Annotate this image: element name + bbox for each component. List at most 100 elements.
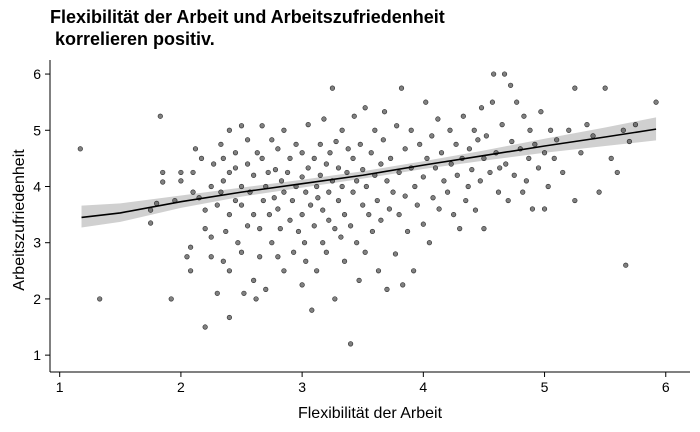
- data-point: [275, 146, 281, 152]
- data-point: [269, 240, 275, 246]
- data-point: [444, 189, 451, 195]
- data-point: [275, 254, 281, 260]
- data-point: [408, 127, 414, 133]
- data-point: [341, 211, 348, 218]
- y-tick-label: 3: [33, 235, 41, 251]
- data-point: [275, 206, 281, 212]
- data-point: [321, 116, 327, 122]
- data-point: [483, 133, 489, 139]
- data-point: [272, 167, 279, 173]
- data-point: [326, 189, 332, 195]
- data-point: [295, 228, 302, 235]
- data-point: [527, 127, 533, 133]
- data-point: [202, 226, 208, 232]
- data-point: [269, 137, 275, 143]
- y-tick-label: 1: [33, 347, 41, 363]
- data-point: [226, 268, 232, 274]
- data-point: [463, 197, 469, 204]
- data-point: [333, 138, 339, 145]
- data-point: [491, 71, 497, 77]
- data-point: [253, 296, 259, 302]
- data-point: [529, 206, 536, 212]
- data-point: [232, 150, 239, 156]
- data-point: [481, 226, 487, 232]
- data-point: [344, 169, 350, 176]
- data-point: [460, 113, 466, 119]
- data-point: [303, 258, 309, 264]
- data-point: [168, 296, 174, 302]
- data-point: [338, 234, 344, 240]
- data-point: [208, 254, 214, 260]
- data-point: [453, 141, 459, 147]
- data-point: [451, 211, 457, 218]
- data-point: [329, 85, 336, 91]
- data-point: [626, 138, 632, 145]
- data-point: [335, 197, 342, 204]
- data-point: [584, 122, 590, 128]
- data-point: [260, 197, 266, 204]
- data-point: [372, 127, 378, 133]
- data-point: [420, 174, 426, 180]
- data-point: [535, 165, 542, 171]
- data-point: [538, 109, 544, 115]
- data-point: [430, 195, 436, 201]
- data-point: [541, 206, 548, 212]
- data-point: [368, 150, 374, 156]
- data-point: [226, 169, 232, 176]
- data-point: [190, 189, 196, 195]
- data-point: [309, 307, 315, 313]
- chart-title-line-1: Flexibilität der Arbeit und Arbeitszufri…: [50, 7, 445, 27]
- data-point: [608, 155, 614, 161]
- data-point: [466, 146, 472, 152]
- data-point: [311, 155, 317, 161]
- data-point: [202, 324, 208, 330]
- data-point: [360, 202, 366, 208]
- data-point: [388, 155, 394, 161]
- y-tick-label: 2: [33, 291, 41, 307]
- data-point: [475, 137, 481, 143]
- data-point: [404, 228, 411, 235]
- data-point: [160, 169, 166, 176]
- data-point: [566, 127, 572, 133]
- data-point: [271, 195, 277, 201]
- data-point: [311, 223, 317, 229]
- data-point: [192, 146, 199, 152]
- data-point: [350, 155, 356, 161]
- x-tick-label: 1: [56, 379, 64, 395]
- data-point: [472, 207, 479, 213]
- data-point: [317, 172, 323, 178]
- data-point: [202, 207, 208, 213]
- data-point: [426, 240, 432, 246]
- data-point: [503, 161, 509, 167]
- data-point: [514, 99, 520, 105]
- y-tick-label: 5: [33, 122, 41, 138]
- data-point: [332, 226, 338, 232]
- data-point: [578, 150, 584, 156]
- data-point: [363, 183, 369, 190]
- x-tick-label: 3: [298, 379, 306, 395]
- data-point: [653, 99, 659, 105]
- data-point: [299, 211, 305, 218]
- data-point: [454, 172, 460, 178]
- data-point: [348, 341, 354, 347]
- data-point: [235, 240, 241, 246]
- data-point: [339, 127, 345, 133]
- data-point: [386, 206, 392, 212]
- data-point: [478, 105, 485, 111]
- y-axis-title: Arbeitszufriedenheit: [11, 149, 28, 291]
- data-point: [244, 161, 251, 167]
- x-tick-label: 2: [177, 379, 185, 395]
- data-point: [289, 197, 296, 204]
- data-point: [241, 290, 247, 296]
- data-point: [396, 211, 402, 218]
- data-point: [278, 178, 285, 184]
- data-point: [350, 189, 356, 195]
- data-point: [299, 282, 305, 288]
- data-point: [354, 178, 360, 184]
- data-point: [77, 146, 83, 152]
- data-point: [366, 211, 372, 218]
- data-point: [398, 85, 405, 91]
- data-point: [218, 141, 224, 147]
- data-point: [257, 254, 263, 260]
- data-point: [214, 202, 220, 208]
